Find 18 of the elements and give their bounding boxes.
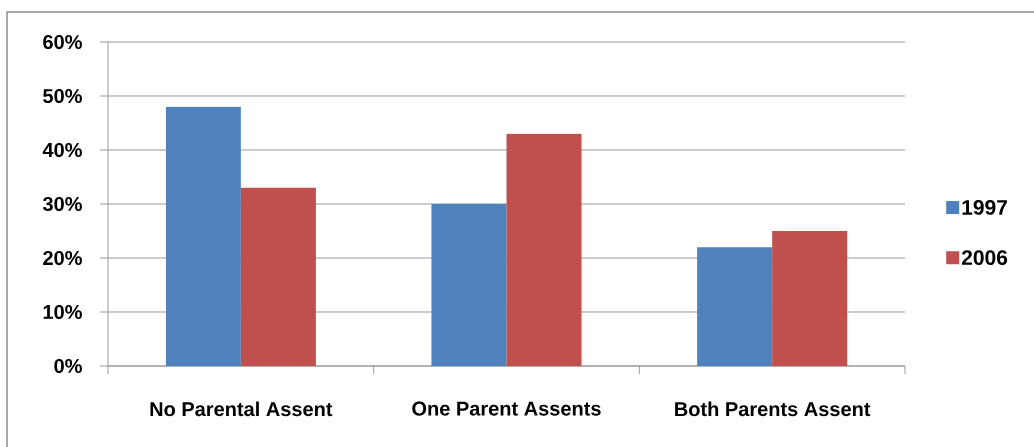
bar — [697, 247, 773, 366]
bar — [165, 106, 241, 366]
bar — [772, 230, 848, 366]
y-tick-label: 30% — [42, 196, 82, 212]
bar — [506, 133, 582, 366]
y-tick-label: 50% — [43, 88, 82, 104]
y-tick-label: 20% — [43, 250, 82, 266]
legend-label: 1997 — [962, 199, 1007, 215]
legend-label: 2006 — [961, 250, 1008, 266]
y-tick-label: 60% — [43, 34, 82, 50]
y-tick-label: 0% — [54, 358, 82, 374]
x-tick-label: No Parental Assent — [150, 401, 333, 417]
x-tick-label: One Parent Assents — [412, 401, 601, 416]
bar — [431, 203, 507, 366]
x-tick-label: Both Parents Assent — [675, 401, 871, 417]
bar — [240, 187, 316, 366]
y-tick-label: 40% — [42, 142, 82, 158]
y-tick-label: 10% — [43, 304, 82, 320]
